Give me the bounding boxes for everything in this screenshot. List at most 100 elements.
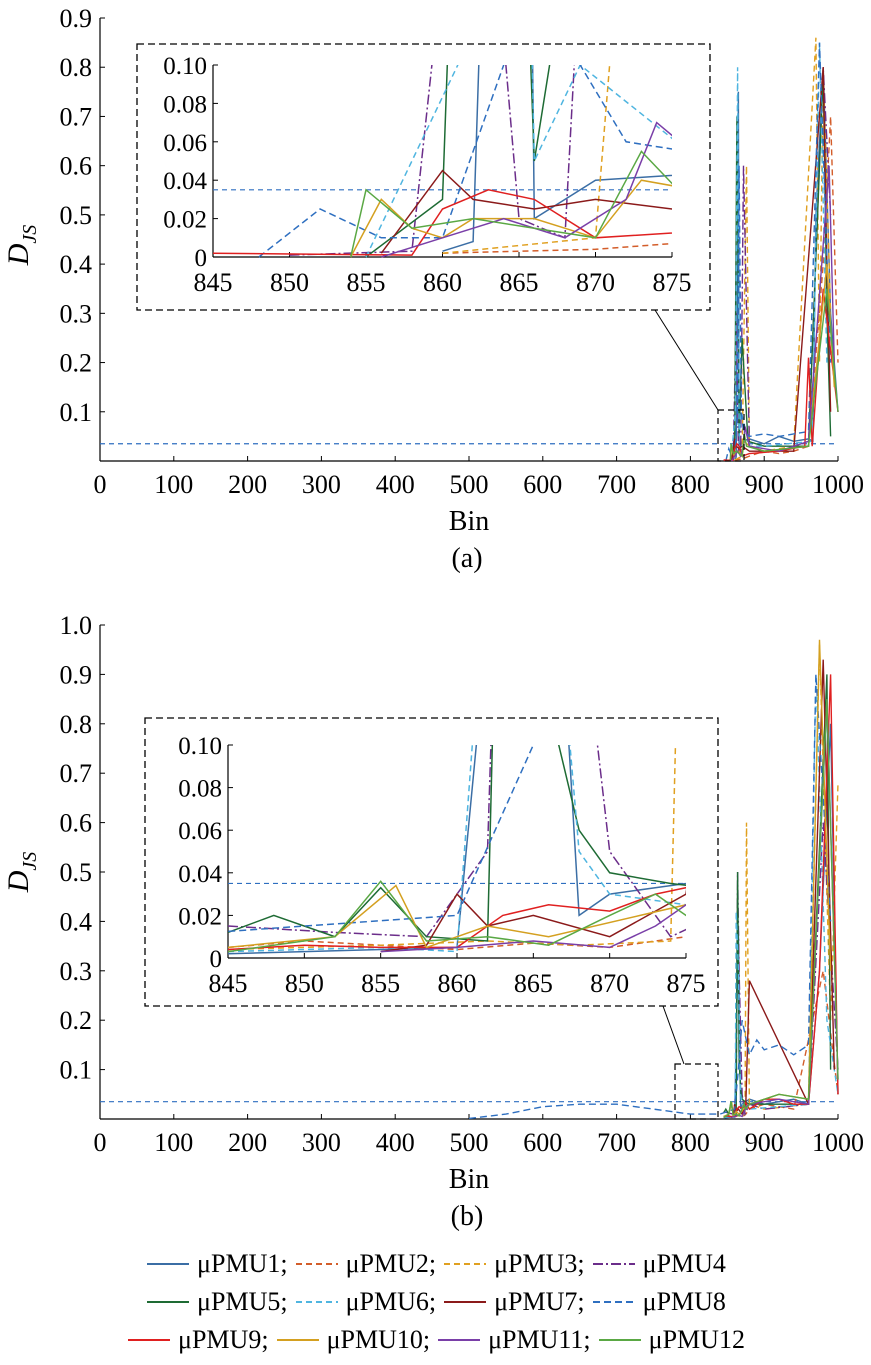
y-tick-label: 0.3 xyxy=(60,957,93,986)
chart-panel-a: 0 100 200 300 400 500 600 700 800 900 1000 0.1 0.2 0.… xyxy=(2,4,864,574)
inset-series-mupmu12-line xyxy=(228,880,686,953)
chart-panel-b: 0 100 200 300 400 500 600 700 800 900 1000 0.1 0.2 0.… xyxy=(2,611,864,1232)
y-tick-label: 0.6 xyxy=(60,809,93,838)
legend-swatch xyxy=(444,1263,487,1265)
inset-series-mupmu5-line xyxy=(228,745,686,942)
x-tick-label: 700 xyxy=(597,1128,636,1157)
legend-row: μPMU9; μPMU10; μPMU11; μPMU12 xyxy=(0,1321,871,1359)
inset-x-tick-label: 850 xyxy=(270,268,309,297)
series-mupmu8-line xyxy=(468,674,832,1119)
legend-item: μPMU10; xyxy=(275,1325,431,1355)
x-tick-label: 800 xyxy=(671,470,710,499)
inset-chart: 845 850 855 860 865 870 875 0 0.02 0.04 0.06 0.08 0.… xyxy=(178,733,706,998)
legend-item: μPMU4 xyxy=(591,1249,726,1279)
inset-chart: 845 850 855 860 865 870 875 0 0.02 0.04 0.06 0.08 0.… xyxy=(163,53,691,297)
inset-series-mupmu8-line xyxy=(258,65,672,258)
legend-swatch xyxy=(276,1339,319,1341)
x-tick-label: 500 xyxy=(450,1128,489,1157)
inset-series-group xyxy=(213,65,672,258)
inset-y-tick-label: 0.04 xyxy=(178,861,222,888)
legend-item: μPMU3; xyxy=(442,1249,585,1279)
inset-y-tick-label: 0.06 xyxy=(163,130,207,157)
legend-swatch xyxy=(147,1301,190,1303)
inset-y-tick-label: 0.02 xyxy=(163,207,207,234)
x-tick-label: 100 xyxy=(154,470,193,499)
legend-item: μPMU12 xyxy=(597,1325,745,1355)
zoom-region-box xyxy=(717,409,745,462)
x-tick-label: 1000 xyxy=(812,1128,864,1157)
legend-label: μPMU4 xyxy=(642,1249,726,1278)
inset-series-mupmu3-line xyxy=(228,745,677,951)
legend-swatch xyxy=(598,1339,641,1341)
inset-series-mupmu6-line xyxy=(228,745,686,953)
y-axis-label-main: D xyxy=(2,243,35,266)
inset-x-tick-label: 860 xyxy=(438,969,477,998)
inset-x-tick-label: 845 xyxy=(209,969,248,998)
figure-canvas: 0 100 200 300 400 500 600 700 800 900 10000.10.20.… xyxy=(2,4,864,1232)
legend-row: μPMU5; μPMU6; μPMU7; μPMU8 xyxy=(0,1283,871,1321)
x-tick-label: 700 xyxy=(597,470,636,499)
y-axis-label-main: D xyxy=(2,870,35,893)
inset-x-tick-label: 875 xyxy=(667,969,706,998)
y-tick-label: 0.8 xyxy=(60,53,93,82)
x-tick-label: 200 xyxy=(228,470,267,499)
legend-item: μPMU5; xyxy=(145,1287,288,1317)
y-tick-label: 0.1 xyxy=(60,1056,93,1085)
inset-y-tick-label: 0 xyxy=(195,245,208,272)
y-axis-label-sub: JS xyxy=(19,225,41,244)
y-tick-label: 0.4 xyxy=(60,907,93,936)
legend-label: μPMU10; xyxy=(326,1325,431,1354)
inset-x-tick-label: 860 xyxy=(423,268,462,297)
series-mupmu9-line xyxy=(723,288,839,461)
series-mupmu12-line xyxy=(729,288,839,461)
legend-swatch xyxy=(444,1301,487,1303)
legend-item: μPMU8 xyxy=(591,1287,726,1317)
series-mupmu8-line xyxy=(725,42,832,461)
inset-y-tick-label: 0.02 xyxy=(178,903,222,930)
inset-series-mupmu10-line xyxy=(228,884,686,949)
x-tick-label: 900 xyxy=(745,1128,784,1157)
y-tick-label: 0.7 xyxy=(60,759,93,788)
inset-x-tick-label: 865 xyxy=(514,969,553,998)
legend-label: μPMU11; xyxy=(488,1325,591,1354)
y-tick-label: 0.1 xyxy=(60,398,93,427)
legend-item: μPMU2; xyxy=(294,1249,437,1279)
series-mupmu12-line xyxy=(723,699,839,1119)
inset-series-mupmu7-line xyxy=(380,169,672,254)
zoom-leader-line xyxy=(662,1005,685,1065)
legend-label: μPMU6; xyxy=(345,1287,437,1316)
inset-frame xyxy=(144,717,719,1007)
x-tick-label: 300 xyxy=(302,470,341,499)
legend: μPMU1; μPMU2; μPMU3; μPMU4 μPMU5; μPMU6; μPMU7… xyxy=(0,1245,871,1359)
inset-series-mupmu6-line xyxy=(365,65,672,258)
y-axis-label-sub: JS xyxy=(19,852,41,871)
inset-series-mupmu12-line xyxy=(349,150,672,258)
legend-swatch xyxy=(592,1263,635,1265)
x-tick-label: 300 xyxy=(302,1128,341,1157)
y-tick-label: 0.2 xyxy=(60,1006,93,1035)
y-tick-label: 0.5 xyxy=(60,858,93,887)
inset-y-tick-label: 0.10 xyxy=(178,733,222,760)
legend-label: μPMU2; xyxy=(345,1249,437,1278)
y-tick-label: 0.9 xyxy=(60,660,93,689)
inset-frame xyxy=(136,43,711,311)
series-mupmu11-line xyxy=(731,165,835,461)
zoom-leader-line xyxy=(654,309,719,411)
legend-swatch xyxy=(295,1301,338,1303)
x-axis-label: Bin xyxy=(449,506,489,537)
panel-label: (a) xyxy=(451,543,482,574)
inset-series-mupmu11-line xyxy=(381,121,672,258)
legend-item: μPMU6; xyxy=(294,1287,437,1317)
legend-label: μPMU5; xyxy=(197,1287,288,1316)
x-tick-label: 600 xyxy=(523,470,562,499)
inset-x-tick-label: 865 xyxy=(500,268,539,297)
legend-label: μPMU1; xyxy=(197,1249,288,1278)
y-tick-label: 0.6 xyxy=(60,152,93,181)
y-tick-label: 0.2 xyxy=(60,349,93,378)
inset-series-mupmu7-line xyxy=(380,888,686,953)
inset-y-tick-label: 0.10 xyxy=(163,53,207,80)
y-tick-label: 0.4 xyxy=(60,250,93,279)
y-tick-label: 0.5 xyxy=(60,201,93,230)
y-axis-label: DJS xyxy=(2,225,41,267)
